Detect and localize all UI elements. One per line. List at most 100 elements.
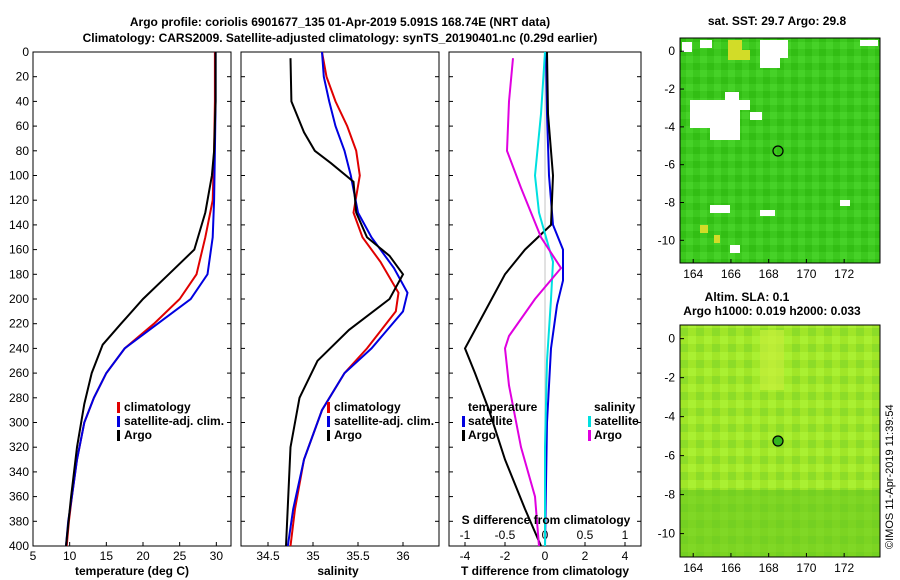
x-tick-label: 36 [396,549,410,563]
title-line-2: Climatology: CARS2009. Satellite-adjuste… [83,31,598,45]
legend-label-s-satellite: satellite [594,414,639,428]
legend-label-satellite: satellite-adj. clim. [124,414,224,428]
series-line-satellite-adj-clim- [286,51,409,547]
x-tick-label: 2 [582,549,589,563]
legend-swatch-t-satellite [462,416,465,427]
x-tick-label: 35.5 [346,549,370,563]
map-y-tick-label: -10 [658,233,676,247]
depth-tick-label: 240 [9,341,29,355]
sla-map-axes: 164 166 168 170 172 0 -2 -4 -6 -8 -10 [658,332,855,575]
salinity-xlabel: salinity [317,564,359,578]
temperature-xlabel: temperature (deg C) [75,564,189,578]
legend-label-satellite: satellite-adj. clim. [334,414,434,428]
depth-tick-label: 360 [9,490,29,504]
map-x-tick-label: 170 [796,561,816,575]
x-tick-label: 30 [210,549,224,563]
map-x-tick-label: 172 [834,267,854,281]
x-tick-label: 15 [100,549,114,563]
x-tick-label: -4 [460,549,471,563]
legend-swatch-climatology [117,402,120,413]
sla-high-band [760,330,784,390]
map-y-tick-label: 0 [668,332,675,346]
map-x-tick-label: 168 [759,267,779,281]
s-diff-tick-label: -0.5 [495,528,516,542]
x-tick-label: 5 [30,549,37,563]
series-line-argo [65,52,217,547]
x-tick-label: 4 [622,549,629,563]
x-tick-label: 0 [542,549,549,563]
depth-axis: 0 20 40 60 80 100 120 140 160 180 200 220 240 260 280 3… [9,45,641,553]
map-x-tick-label: 170 [796,267,816,281]
temperature-series [65,52,217,547]
depth-tick-label: 260 [9,366,29,380]
legend-swatch-argo [327,430,330,441]
salinity-axis: 34.5 35 35.5 36 [256,542,410,563]
x-tick-label: 25 [173,549,187,563]
difference-xlabel: T difference from climatology [461,564,629,578]
difference-top-xlabel: S difference from climatology [462,513,631,527]
sst-map-axes: 164 166 168 170 172 0 -2 -4 -6 -8 -10 [658,44,855,281]
sla-map-title-1: Altim. SLA: 0.1 [705,290,790,304]
map-y-tick-label: -6 [664,158,675,172]
salinity-series [285,51,409,547]
series-line-climatology [289,51,400,547]
map-y-tick-label: 0 [668,44,675,58]
series-line-climatology [65,52,216,547]
depth-tick-label: 0 [22,45,29,59]
map-y-tick-label: -8 [664,195,675,209]
map-x-tick-label: 166 [721,561,741,575]
sst-map [679,37,881,264]
map-y-tick-label: -8 [664,488,675,502]
depth-tick-label: 320 [9,440,29,454]
legend-label-argo: Argo [124,428,152,442]
x-tick-label: 20 [136,549,150,563]
depth-tick-label: 40 [16,94,30,108]
legend-swatch-argo [117,430,120,441]
depth-tick-label: 100 [9,169,29,183]
s-diff-tick-label: 1 [622,528,629,542]
s-diff-tick-label: 0.5 [577,528,594,542]
depth-tick-label: 200 [9,292,29,306]
difference-series [463,51,564,547]
depth-tick-label: 400 [9,539,29,553]
map-x-tick-label: 164 [683,267,703,281]
temperature-axis: 5 10 15 20 25 30 [30,542,224,563]
legend-swatch-s-satellite [588,416,591,427]
series-line-temperature-argo [463,51,555,547]
depth-tick-label: 60 [16,119,30,133]
sst-cloud-gaps [682,40,878,253]
sla-low-band [680,490,880,557]
sla-argo-marker [772,435,784,447]
legend-label-s-argo: Argo [594,428,622,442]
temperature-legend: climatology satellite-adj. clim. Argo [117,400,224,442]
legend-label-climatology: climatology [334,400,401,414]
map-y-tick-label: -2 [664,371,675,385]
depth-tick-label: 280 [9,391,29,405]
salinity-legend: climatology satellite-adj. clim. Argo [327,400,434,442]
sla-map-title-2: Argo h1000: 0.019 h2000: 0.033 [683,304,861,318]
sla-map-frame [679,324,881,558]
s-diff-tick-label: -1 [460,528,471,542]
depth-tick-label: 20 [16,70,30,84]
x-tick-label: 10 [63,549,77,563]
legend-swatch-satellite [117,416,120,427]
depth-tick-label: 220 [9,317,29,331]
legend-title-temperature: temperature [468,400,538,414]
legend-swatch-climatology [327,402,330,413]
map-y-tick-label: -2 [664,82,675,96]
map-x-tick-label: 172 [834,561,854,575]
title-line-1: Argo profile: coriolis 6901677_135 01-Ap… [130,15,550,29]
legend-label-climatology: climatology [124,400,191,414]
legend-label-t-satellite: satellite [468,414,513,428]
x-tick-label: -2 [500,549,511,563]
depth-tick-label: 380 [9,514,29,528]
sst-map-frame [679,37,881,264]
x-tick-label: 34.5 [256,549,280,563]
map-x-tick-label: 166 [721,267,741,281]
series-line-salinity-argo [503,58,563,547]
salinity-plot-frame [240,51,440,547]
legend-swatch-satellite [327,416,330,427]
map-y-tick-label: -4 [664,410,675,424]
series-line-satellite-adj-clim- [65,52,217,547]
depth-tick-label: 300 [9,416,29,430]
